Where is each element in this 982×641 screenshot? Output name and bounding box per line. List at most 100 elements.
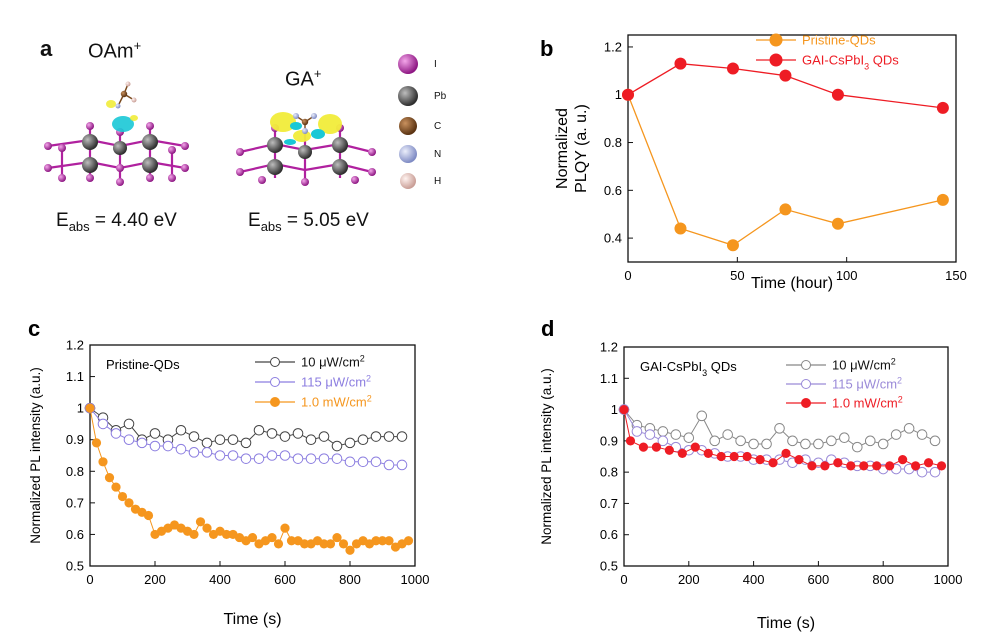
legend-label: Pristine-QDs (802, 33, 876, 48)
data-point (188, 447, 200, 458)
data-point (325, 539, 336, 549)
data-point (781, 448, 791, 458)
x-tick-label: 200 (678, 572, 700, 587)
panel-c-letter: c (28, 316, 40, 341)
data-point (344, 437, 356, 449)
oam-structure (44, 81, 189, 186)
data-point (787, 435, 798, 447)
data-point (286, 536, 297, 546)
oam-label-text: OAm (88, 40, 134, 63)
y-axis-label: Normalized PL intensity (a.u.) (28, 367, 43, 544)
x-axis-label: Time (s) (757, 615, 815, 632)
data-point (813, 438, 824, 450)
y-tick-label: 0.6 (66, 527, 84, 542)
data-point (175, 424, 187, 436)
data-point (266, 450, 278, 461)
legend-marker (270, 397, 280, 407)
atom-legend (398, 54, 418, 189)
x-tick-label: 0 (86, 572, 93, 587)
data-point (253, 424, 265, 436)
data-point (110, 428, 122, 439)
data-point (923, 458, 934, 468)
data-point (85, 403, 95, 413)
data-point (344, 456, 356, 468)
y-tick-label: 1.1 (600, 371, 618, 386)
y-tick-label: 1 (615, 87, 622, 102)
lead-atom-icon (398, 86, 418, 106)
energy-label-ga-sub: abs (260, 218, 282, 234)
legend-marker (801, 379, 811, 389)
atom-legend-n: N (434, 149, 442, 160)
data-point (143, 510, 154, 521)
data-point (800, 438, 811, 450)
y-tick-label: 1 (77, 401, 84, 416)
data-point (214, 450, 226, 461)
data-point (651, 442, 662, 452)
data-point (898, 455, 908, 465)
data-point (292, 428, 304, 439)
data-point (201, 437, 213, 449)
data-point (292, 453, 304, 464)
data-point (657, 435, 669, 447)
data-point (929, 435, 941, 447)
legend-label: 1.0 mW/cm2 (832, 395, 903, 411)
data-point (774, 423, 785, 434)
data-point (403, 536, 414, 546)
data-point (726, 62, 739, 75)
data-point (929, 466, 941, 478)
data-point (227, 450, 239, 461)
data-point (726, 239, 739, 252)
x-tick-label: 200 (144, 572, 166, 587)
x-tick-label: 1000 (401, 572, 430, 587)
data-point (331, 453, 343, 464)
data-point (97, 418, 109, 430)
data-point (831, 217, 844, 230)
data-point (111, 482, 121, 492)
data-point (247, 532, 258, 543)
data-point (936, 101, 949, 114)
data-point (267, 532, 277, 543)
data-point (396, 459, 408, 471)
data-point (911, 461, 921, 471)
legend-marker (270, 357, 280, 367)
oam-label-sup: + (133, 38, 142, 53)
legend-marker (801, 398, 811, 408)
data-point (136, 437, 148, 449)
data-point (266, 428, 278, 439)
chart-title: GAI-CsPbI3 QDs (640, 359, 737, 378)
data-point (670, 429, 682, 440)
atom-legend-c: C (434, 121, 442, 132)
legend-label: 1.0 mW/cm2 (301, 394, 372, 410)
data-point (619, 404, 629, 415)
oam-label: OAm+ (88, 38, 141, 64)
data-point (318, 431, 330, 442)
data-point (240, 437, 252, 449)
x-tick-label: 0 (620, 572, 627, 587)
data-point (833, 458, 843, 468)
atom-legend-h: H (434, 176, 442, 187)
data-point (936, 193, 949, 206)
carbon-atom-icon (399, 117, 417, 135)
y-axis-label: Normalized PL intensity (a.u.) (539, 368, 554, 545)
data-point (253, 453, 265, 464)
data-point (202, 523, 212, 533)
data-point (319, 539, 329, 549)
data-point (674, 222, 687, 235)
data-point (279, 450, 291, 461)
data-point (755, 455, 765, 465)
x-tick-label: 400 (209, 572, 231, 587)
legend-marker (801, 360, 811, 370)
x-tick-label: 400 (743, 572, 765, 587)
data-point (91, 438, 102, 448)
y-tick-label: 0.5 (600, 559, 618, 574)
y-tick-label: 0.6 (600, 527, 618, 542)
data-point (735, 435, 746, 447)
data-point (644, 429, 656, 440)
data-point (149, 428, 161, 439)
chart-b: 0 50 100 150 0.4 0.6 0.8 1 1.2 Time (hour) Normali… (554, 33, 967, 293)
data-point (638, 442, 649, 452)
data-point (201, 447, 213, 458)
legend-label: 10 μW/cm2 (832, 357, 896, 373)
y-tick-label: 0.8 (604, 135, 622, 150)
